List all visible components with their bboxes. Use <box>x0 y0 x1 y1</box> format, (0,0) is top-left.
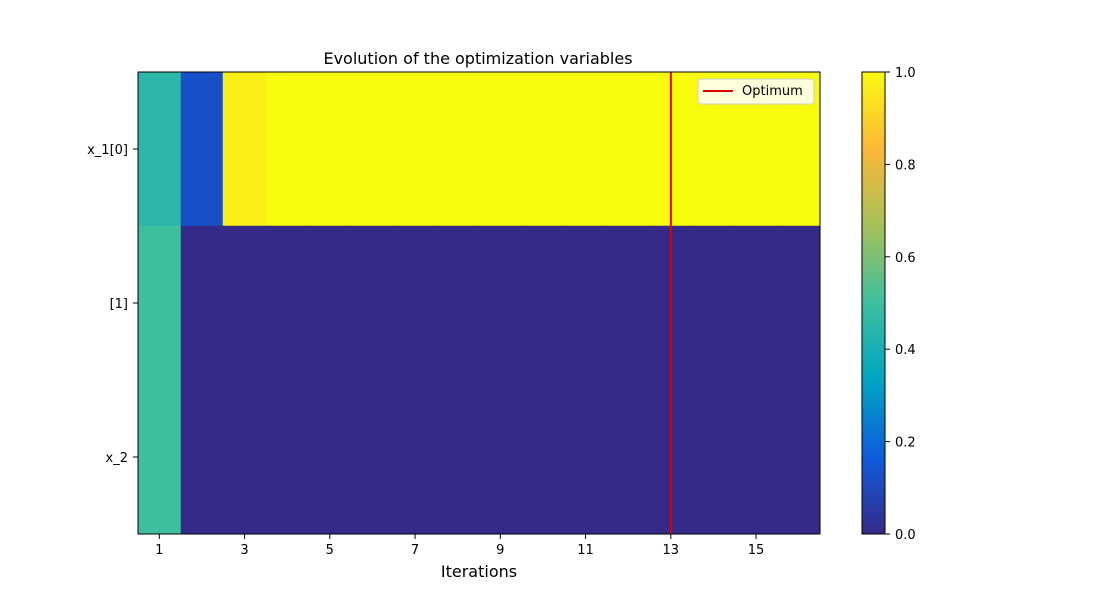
y-axis: x_1[0] [1] x_2 <box>87 143 138 466</box>
x-tick-label: 9 <box>496 543 504 558</box>
heatmap-cell <box>606 71 651 227</box>
colorbar-tick-label: 1.0 <box>895 66 916 81</box>
heatmap-cell <box>521 225 565 381</box>
x-tick-label: 7 <box>411 543 419 558</box>
heatmap-cell <box>350 225 395 381</box>
heatmap-cell <box>137 225 182 381</box>
heatmap-cell <box>265 379 310 535</box>
heatmap-cell <box>478 225 523 381</box>
legend: Optimum <box>697 78 815 105</box>
colorbar-tick-label: 0.6 <box>895 251 916 266</box>
colorbar-tick-label: 0.2 <box>895 436 916 451</box>
chart-title: Evolution of the optimization variables <box>323 49 632 68</box>
heatmap-cell <box>563 379 608 535</box>
heatmap-cell <box>606 225 651 381</box>
colorbar: 0.0 0.2 0.4 0.6 0.8 1.0 <box>861 66 916 543</box>
legend-box <box>697 78 815 105</box>
x-axis-label: Iterations <box>441 562 517 581</box>
heatmap-cell <box>521 379 565 535</box>
colorbar-tick-label: 0.4 <box>895 343 916 358</box>
heatmap-cell <box>137 379 182 535</box>
colorbar-gradient <box>861 71 886 535</box>
heatmap-cell <box>180 71 224 227</box>
heatmap-cell <box>180 379 224 535</box>
legend-optimum-label: Optimum <box>742 84 803 99</box>
heatmap-cell <box>308 71 352 227</box>
heatmap-cell <box>308 225 352 381</box>
heatmap-cell <box>222 71 267 227</box>
heatmap-cell <box>393 225 437 381</box>
heatmap-cell <box>222 379 267 535</box>
y-tick-label: [1] <box>110 297 128 312</box>
heatmap-cell <box>521 71 565 227</box>
heatmap-cell <box>137 71 182 227</box>
colorbar-tick-label: 0.8 <box>895 158 916 173</box>
heatmap-cell <box>350 379 395 535</box>
x-tick-label: 13 <box>663 543 680 558</box>
colorbar-tick-label: 0.0 <box>895 528 916 543</box>
heatmap-cell <box>691 379 736 535</box>
colorbar-ticks: 0.0 0.2 0.4 0.6 0.8 1.0 <box>885 66 916 543</box>
heatmap-cell <box>478 379 523 535</box>
heatmap-cell <box>350 71 395 227</box>
heatmap-cell <box>435 379 480 535</box>
heatmap-cell <box>606 379 651 535</box>
heatmap-cell <box>265 225 310 381</box>
x-tick-label: 1 <box>155 543 163 558</box>
heatmap-cell <box>265 71 310 227</box>
heatmap-cell <box>222 225 267 381</box>
x-tick-label: 11 <box>577 543 594 558</box>
heatmap-cell <box>435 225 480 381</box>
heatmap-cell <box>563 71 608 227</box>
y-tick-label: x_1[0] <box>87 143 128 158</box>
x-tick-label: 15 <box>748 543 765 558</box>
heatmap-cell <box>776 225 821 381</box>
heatmap-cells <box>137 71 821 535</box>
heatmap-cell <box>393 71 437 227</box>
heatmap-cell <box>734 225 778 381</box>
heatmap-cell <box>478 71 523 227</box>
heatmap-cell <box>180 225 224 381</box>
heatmap-cell <box>435 71 480 227</box>
x-tick-label: 5 <box>326 543 334 558</box>
y-tick-label: x_2 <box>106 451 128 466</box>
heatmap-cell <box>393 379 437 535</box>
heatmap-cell <box>563 225 608 381</box>
heatmap-cell <box>308 379 352 535</box>
x-axis: 1 3 5 7 9 11 13 15 <box>155 534 764 558</box>
heatmap-cell <box>734 379 778 535</box>
heatmap-cell <box>776 379 821 535</box>
heatmap-cell <box>691 225 736 381</box>
x-tick-label: 3 <box>240 543 248 558</box>
